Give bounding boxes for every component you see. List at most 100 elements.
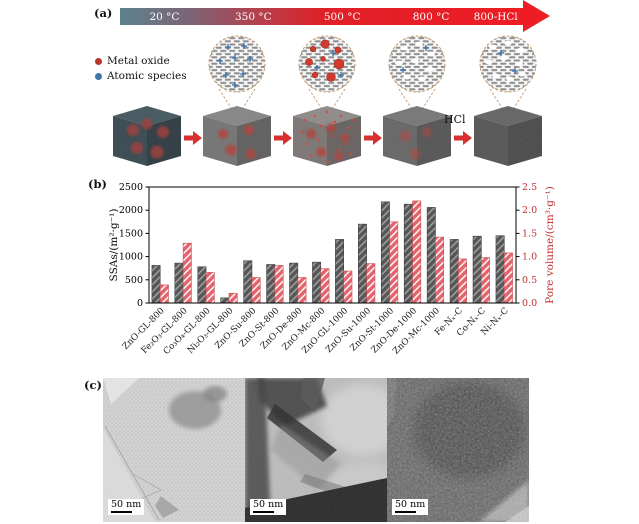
scale-bar-2-line <box>253 511 274 513</box>
scale-bar-1: 50 nm <box>108 499 145 515</box>
right-y-tick-2.5: 2.5 <box>522 182 537 193</box>
stage-label-20c: 20 °C <box>149 10 180 23</box>
bar-pore-volume-4 <box>251 277 261 304</box>
lattice-holes <box>395 41 435 82</box>
bar-pore-volume-0 <box>159 284 169 304</box>
stage-label-350c: 350 °C <box>234 10 272 23</box>
left-y-tick-1000: 1000 <box>119 252 143 263</box>
bar-pore-volume-10 <box>389 221 399 304</box>
right-y-tick-1.5: 1.5 <box>522 228 537 239</box>
bar-ssa-15 <box>495 235 505 304</box>
left-y-tick-500: 500 <box>125 275 143 286</box>
bar-pore-volume-5 <box>274 265 284 304</box>
bar-ssa-4 <box>243 260 253 304</box>
scale-bar-3-label: 50 nm <box>395 499 426 510</box>
bar-pore-volume-15 <box>503 252 513 304</box>
bar-ssa-6 <box>289 262 299 304</box>
legend-atomic-species: Atomic species <box>95 70 187 82</box>
atomic-species-dot-icon <box>95 72 102 80</box>
bar-pore-volume-13 <box>458 258 467 304</box>
bar-ssa-7 <box>312 261 322 304</box>
panel-c-label: (c) <box>84 378 102 392</box>
bar-ssa-12 <box>426 207 436 304</box>
bar-pore-volume-8 <box>343 270 353 304</box>
bar-ssa-5 <box>266 264 276 304</box>
scale-bar-1-line <box>111 511 132 513</box>
scale-bar-3-line <box>395 511 416 513</box>
tem-image-1: 50 nm <box>103 378 245 522</box>
tem-micrograph-1 <box>103 378 245 522</box>
atomic-species-label: Atomic species <box>107 70 187 82</box>
tem-image-strip: 50 nm 50 nm <box>103 378 529 523</box>
bar-pore-volume-11 <box>412 200 422 304</box>
cube-precursor-20c <box>113 106 181 166</box>
tem-image-3: 50 nm <box>387 378 529 522</box>
inset-lattice-800hcl <box>479 35 537 112</box>
right-axis-title: Pore volume/(cm³·g⁻¹) <box>544 186 556 304</box>
bar-ssa-9 <box>358 223 367 304</box>
atomic-species-marks <box>498 50 518 74</box>
left-y-tick-0: 0 <box>137 298 143 309</box>
cube-800hcl <box>474 106 542 166</box>
hcl-step-label: HCl <box>444 113 466 126</box>
cube-500c <box>293 106 361 166</box>
bar-pore-volume-7 <box>320 268 330 304</box>
ssa-pore-volume-bar-chart: ZnO-GL-800Fe₂O₃-GL-800Co₃O₄-GL-800Ni₂O₃-… <box>108 182 556 357</box>
left-y-tick-2500: 2500 <box>119 182 143 193</box>
right-y-tick-2.0: 2.0 <box>522 205 537 216</box>
bar-pore-volume-12 <box>435 236 445 304</box>
panel-a-label: (a) <box>94 6 113 20</box>
scale-bar-2: 50 nm <box>250 499 287 515</box>
bar-pore-volume-14 <box>481 257 490 304</box>
tem-image-2: 50 nm <box>245 378 387 522</box>
process-arrow-1-icon <box>184 131 202 145</box>
right-y-tick-0.0: 0.0 <box>522 298 537 309</box>
scale-bar-2-label: 50 nm <box>253 499 284 510</box>
bar-ssa-2 <box>197 266 207 304</box>
temperature-gradient-arrow: 20 °C 350 °C 500 °C 800 °C 800-HCl <box>120 8 524 25</box>
panel-a-legend: Metal oxide Atomic species <box>95 55 187 85</box>
atomic-species-marks <box>217 43 253 88</box>
stage-label-800c: 800 °C <box>412 10 450 23</box>
bar-ssa-1 <box>174 262 184 304</box>
bar-ssa-10 <box>380 201 390 304</box>
bar-ssa-3 <box>220 297 230 304</box>
panel-b-label: (b) <box>88 177 107 191</box>
left-axis-title: SSAs/(m²·g⁻¹) <box>108 209 120 282</box>
metal-oxide-dot-icon <box>95 57 102 65</box>
bar-pore-volume-9 <box>366 263 376 304</box>
arrow-head-icon <box>523 0 550 32</box>
stage-label-800hcl: 800-HCl <box>473 10 518 23</box>
process-arrow-4-icon <box>454 131 472 145</box>
process-arrow-2-icon <box>274 131 292 145</box>
right-y-tick-1.0: 1.0 <box>522 252 537 263</box>
lattice-holes <box>485 40 526 82</box>
cube-800c <box>383 106 451 166</box>
scale-bar-3: 50 nm <box>392 499 429 515</box>
bar-ssa-11 <box>403 203 413 304</box>
process-arrow-3-icon <box>364 131 382 145</box>
cube-350c <box>203 106 271 166</box>
atomic-species-marks <box>314 50 344 78</box>
inset-lattice-350c <box>208 35 266 112</box>
left-y-tick-2000: 2000 <box>119 205 143 216</box>
bar-pore-volume-2 <box>205 272 215 304</box>
stage-label-500c: 500 °C <box>323 10 361 23</box>
inset-lattice-500c <box>298 35 356 112</box>
scale-bar-1-label: 50 nm <box>111 499 142 510</box>
bar-ssa-8 <box>335 239 344 304</box>
bar-ssa-13 <box>449 239 459 304</box>
bar-pore-volume-1 <box>182 242 192 304</box>
legend-metal-oxide: Metal oxide <box>95 55 187 67</box>
inset-lattice-800c <box>388 35 446 112</box>
bar-pore-volume-3 <box>228 292 238 304</box>
bar-pore-volume-6 <box>297 277 307 304</box>
right-y-tick-0.5: 0.5 <box>522 275 537 286</box>
atomic-species-marks <box>400 45 429 73</box>
metal-oxide-particles <box>305 39 345 82</box>
metal-oxide-label: Metal oxide <box>107 55 170 67</box>
tem-micrograph-3 <box>387 378 529 522</box>
left-y-tick-1500: 1500 <box>119 228 143 239</box>
bar-ssa-14 <box>472 235 482 304</box>
